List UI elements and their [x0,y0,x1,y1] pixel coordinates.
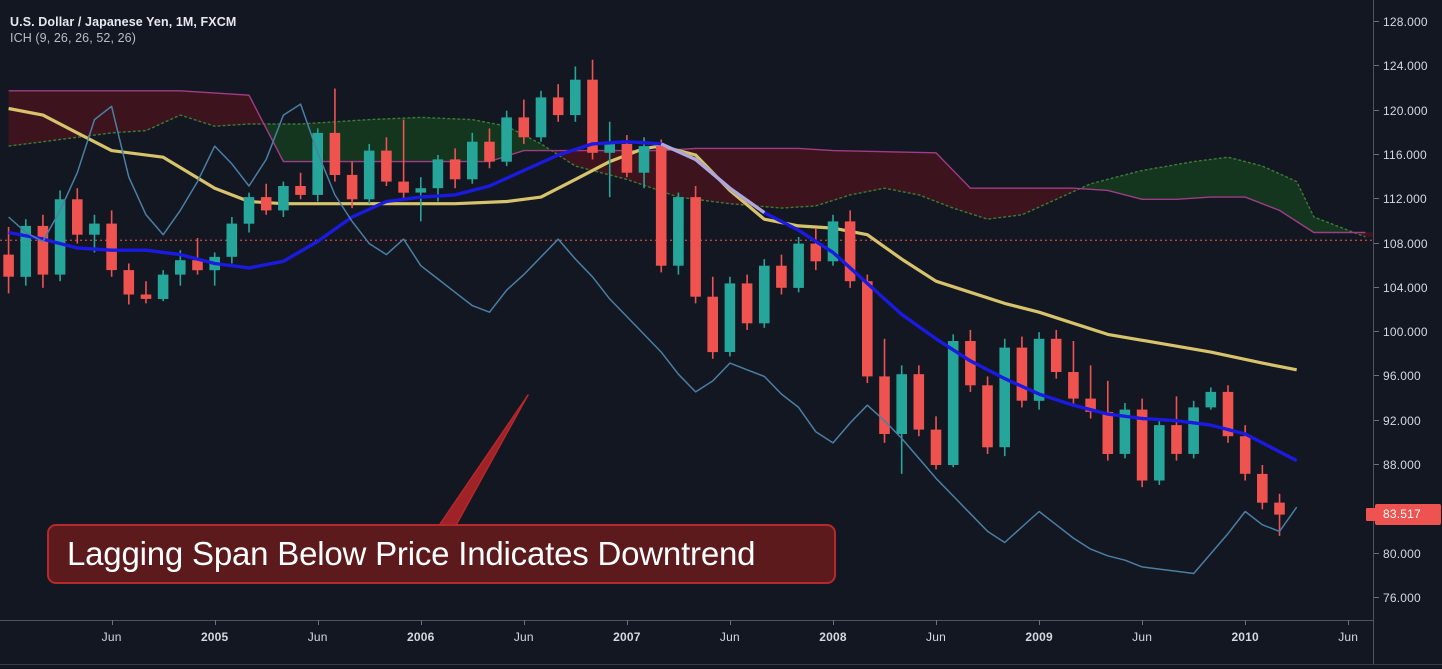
time-tick-label: Jun [101,630,122,644]
chart-pane[interactable]: U.S. Dollar / Japanese Yen, 1M, FXCM ICH… [0,0,1374,620]
time-tick-label: 2005 [200,630,229,644]
price-tick-mark [1374,464,1379,465]
time-tick-mark [214,620,216,625]
time-tick-label: 2009 [1025,630,1053,644]
time-tick-mark [936,620,937,625]
price-tick-label: 100.000 [1383,325,1428,340]
price-badge-nub [1366,508,1376,522]
price-tick-label: 92.000 [1383,413,1421,428]
current-price-badge[interactable]: 83.517 [1375,504,1441,526]
price-tick-mark [1374,331,1379,333]
price-tick-label: 124.000 [1383,59,1428,74]
time-tick-mark [833,620,834,625]
price-tick-label: 108.000 [1383,236,1428,251]
time-tick-label: Jun [513,630,534,644]
annotation-callout[interactable]: Lagging Span Below Price Indicates Downt… [47,524,836,584]
price-tick-mark [1374,198,1379,200]
time-tick-mark [729,620,731,625]
price-tick-mark [1374,65,1379,67]
time-tick-label: 2006 [407,630,435,644]
price-tick: 96.000 [1374,369,1442,383]
price-tick-label: 128.000 [1383,15,1428,30]
price-tick: 108.000 [1374,237,1442,251]
price-tick-label: 88.000 [1383,458,1421,472]
price-tick-mark [1374,596,1379,598]
price-tick-label: 96.000 [1383,369,1421,384]
time-tick-mark [626,620,628,625]
time-axis[interactable]: Jun 2005 Jun 2006 Jun 2007 Jun 2008 Jun 2009 Jun 20… [0,620,1442,669]
price-tick-mark [1374,286,1379,288]
time-tick-mark [1348,620,1350,625]
price-tick-mark [1374,375,1379,377]
price-tick: 100.000 [1374,325,1442,339]
time-tick-label: Jun [719,630,740,644]
time-tick-label: Jun [926,630,946,644]
price-tick-label: 104.000 [1383,280,1428,295]
price-tick-mark [1374,154,1379,155]
price-tick-mark [1374,419,1379,421]
price-tick: 104.000 [1374,281,1442,295]
price-tick-label: 112.000 [1383,192,1427,207]
time-tick-mark [420,620,422,625]
price-tick: 92.000 [1374,414,1442,428]
time-axis-right-border [1373,620,1374,664]
price-tick-label: 76.000 [1383,590,1421,605]
price-tick: 76.000 [1374,591,1442,605]
time-axis-top-border [0,620,1374,621]
time-tick-label: 2008 [819,630,847,644]
price-tick-label: 116.000 [1383,148,1427,162]
axis-divider [1373,0,1374,620]
time-axis-bottom-border [0,664,1442,665]
time-tick-mark [523,620,525,625]
time-tick-label: 2007 [613,630,641,644]
time-tick-mark [1142,620,1144,625]
price-tick: 88.000 [1374,458,1442,472]
price-tick-label: 80.000 [1383,546,1421,561]
price-tick: 120.000 [1374,104,1442,118]
time-tick-mark [317,620,319,625]
price-tick: 80.000 [1374,547,1442,561]
price-tick-mark [1374,109,1379,111]
time-tick-mark [1245,620,1247,625]
price-tick: 112.000 [1374,192,1442,206]
price-tick-mark [1374,21,1379,23]
price-tick-label: 120.000 [1383,103,1428,118]
time-tick-label: Jun [1132,630,1153,644]
price-tick: 124.000 [1374,59,1442,73]
time-tick-mark [1039,620,1041,625]
time-tick-label: Jun [307,630,328,644]
time-tick-label: 2010 [1231,630,1259,644]
price-tick: 116.000 [1374,148,1442,162]
price-tick-mark [1374,242,1379,244]
current-price-value: 83.517 [1383,507,1421,522]
time-tick-label: Jun [1338,630,1359,644]
price-tick-mark [1374,552,1379,554]
price-axis[interactable]: 128.000 124.000 120.000 116.000 112.000 108.0… [1366,0,1442,620]
time-tick-mark [111,620,113,625]
price-tick: 128.000 [1374,15,1442,29]
annotation-text: Lagging Span Below Price Indicates Downt… [67,535,756,572]
ichimoku-chart-svg [0,59,1374,575]
